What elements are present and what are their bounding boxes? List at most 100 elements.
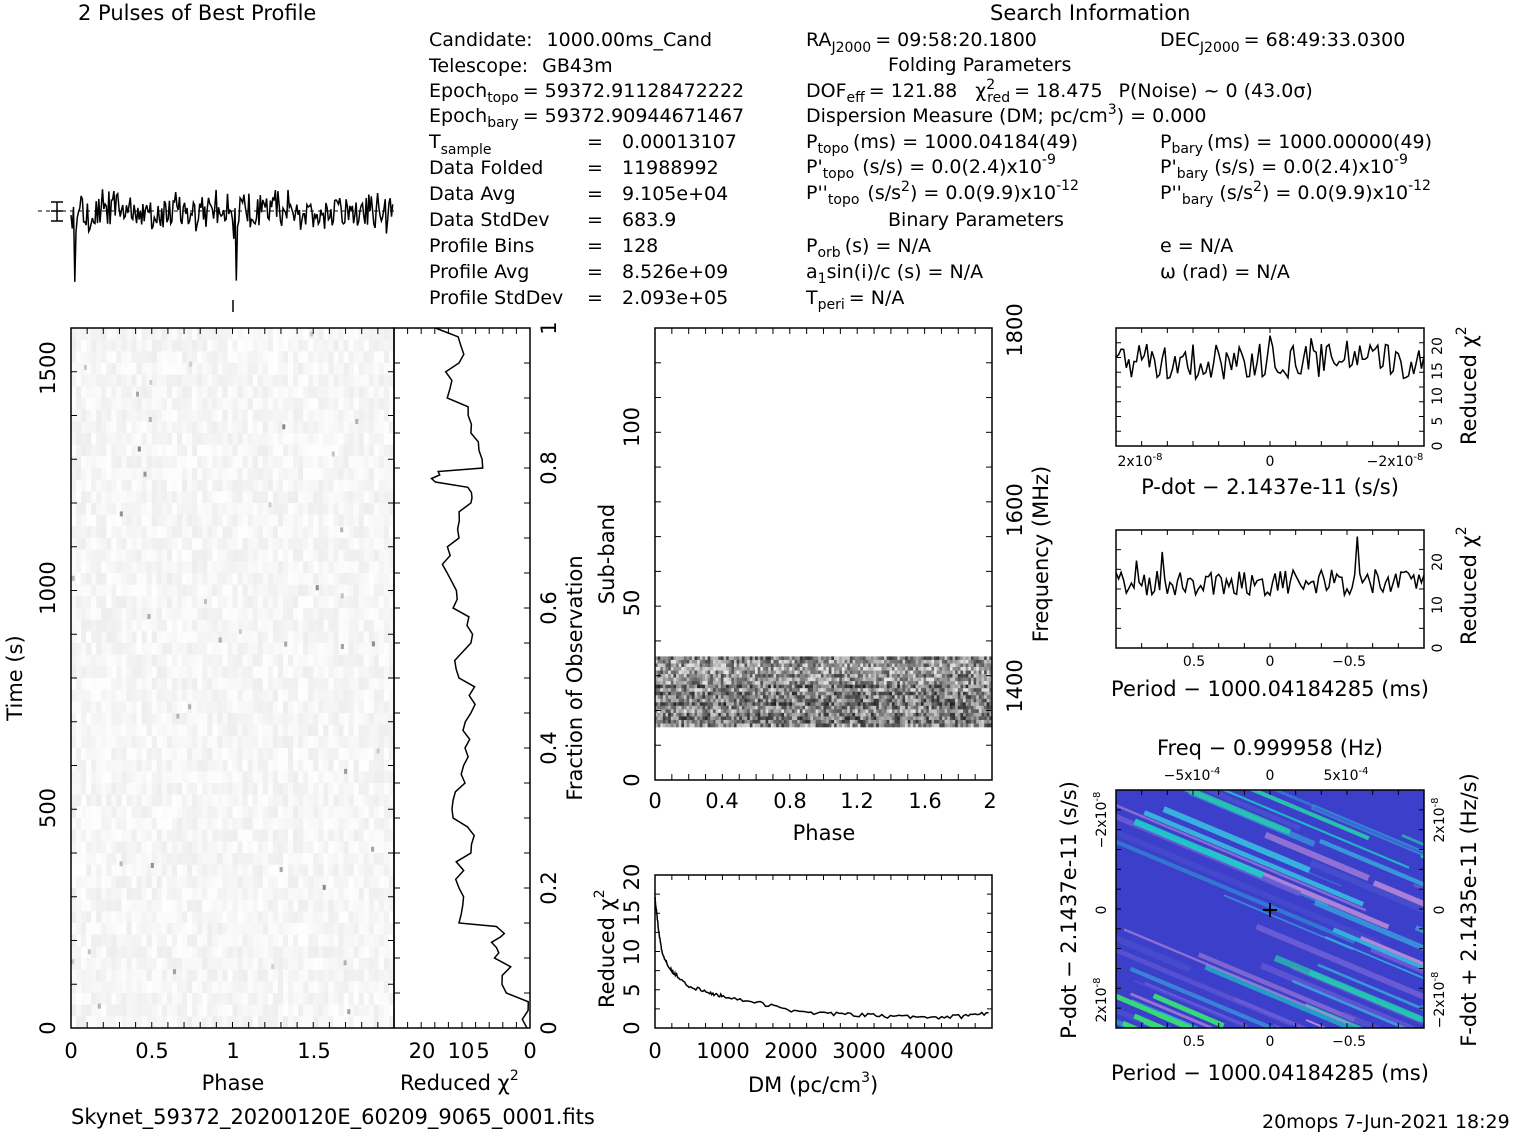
- time-phase-cell: [313, 981, 319, 994]
- time-phase-cell: [363, 771, 370, 784]
- time-phase-cell: [232, 759, 238, 772]
- time-phase-cell: [146, 794, 153, 807]
- time-phase-cell: [111, 993, 117, 1005]
- time-phase-cell: [277, 981, 284, 994]
- time-phase-spot: [282, 424, 286, 430]
- subband-cell: [805, 656, 808, 661]
- time-phase-cell: [313, 328, 319, 340]
- time-phase-cell: [293, 923, 299, 935]
- time-phase-cell: [257, 748, 264, 760]
- time-phase-cell: [106, 1004, 112, 1017]
- time-phase-cell: [303, 923, 309, 935]
- time-phase-cell: [298, 701, 304, 714]
- subband-cell: [868, 677, 872, 682]
- time-phase-cell: [182, 351, 188, 364]
- time-phase-cell: [318, 468, 324, 480]
- time-phase-cell: [277, 339, 284, 352]
- time-phase-cell: [348, 911, 354, 924]
- subband-cell: [681, 670, 685, 675]
- time-phase-cell: [373, 584, 380, 597]
- time-phase-cell: [373, 701, 380, 714]
- subband-cell: [728, 670, 732, 675]
- time-phase-cell: [313, 911, 319, 924]
- time-phase-cell: [343, 934, 349, 947]
- time-phase-cell: [71, 643, 77, 655]
- time-phase-cell: [166, 654, 173, 667]
- time-phase-cell: [298, 456, 304, 469]
- time-phase-cell: [202, 631, 208, 644]
- time-phase-cell: [303, 993, 309, 1005]
- time-phase-cell: [91, 654, 97, 667]
- subband-cell: [784, 659, 787, 664]
- time-phase-cell: [207, 1016, 213, 1029]
- time-phase-cell: [343, 689, 349, 702]
- time-phase-cell: [192, 444, 198, 457]
- time-phase-cell: [146, 818, 153, 830]
- time-phase-cell: [91, 981, 97, 994]
- subband-cell: [828, 677, 832, 682]
- time-phase-cell: [298, 1016, 304, 1029]
- time-phase-cell: [348, 514, 354, 527]
- subband-cell: [860, 656, 864, 661]
- subband-cell: [655, 663, 658, 668]
- time-phase-cell: [91, 351, 97, 364]
- time-phase-spot: [340, 527, 344, 533]
- time-phase-cell: [197, 771, 203, 784]
- time-phase-cell: [111, 363, 117, 375]
- time-phase-cell: [358, 806, 365, 819]
- time-phase-cell: [353, 969, 359, 982]
- time-phase-cell: [76, 1016, 82, 1029]
- time-phase-cell: [187, 934, 193, 947]
- time-phase-cell: [96, 934, 102, 947]
- time-phase-cell: [298, 689, 304, 702]
- subband-cell: [741, 670, 745, 675]
- time-phase-cell: [252, 736, 259, 749]
- time-phase-cell: [197, 748, 203, 760]
- time-phase-spot: [279, 867, 283, 872]
- time-phase-cell: [146, 643, 153, 655]
- time-phase-cell: [136, 538, 142, 550]
- time-phase-cell: [121, 631, 127, 644]
- subband-cell: [662, 659, 666, 664]
- time-phase-cell: [277, 876, 284, 889]
- time-phase-cell: [116, 468, 122, 480]
- time-phase-cell: [282, 479, 289, 492]
- time-phase-cell: [247, 853, 253, 865]
- time-phase-cell: [101, 923, 107, 935]
- time-phase-cell: [232, 538, 238, 550]
- time-phase-cell: [348, 759, 354, 772]
- time-phase-cell: [358, 549, 365, 562]
- time-phase-cell: [353, 748, 359, 760]
- subband-cell: [741, 674, 745, 678]
- time-phase-cell: [343, 911, 349, 924]
- time-phase-cell: [353, 736, 359, 749]
- subband-cell: [849, 663, 853, 668]
- time-phase-cell: [262, 701, 269, 714]
- time-phase-cell: [293, 969, 299, 982]
- time-phase-cell: [202, 853, 208, 865]
- time-phase-cell: [247, 363, 253, 375]
- time-phase-cell: [91, 713, 97, 725]
- time-phase-cell: [227, 701, 233, 714]
- subband-cell: [905, 667, 909, 671]
- time-phase-cell: [156, 398, 163, 410]
- time-phase-cell: [136, 1004, 142, 1017]
- time-phase-cell: [288, 421, 294, 434]
- time-phase-cell: [358, 993, 365, 1005]
- time-phase-cell: [91, 806, 97, 819]
- time-phase-spot: [143, 471, 147, 477]
- time-phase-cell: [343, 444, 349, 457]
- subband-cell: [973, 677, 977, 682]
- time-phase-cell: [318, 713, 324, 725]
- time-phase-cell: [161, 421, 168, 434]
- time-phase-cell: [318, 958, 324, 970]
- info-ptopo: Ptopo (ms) = 1000.04184(49): [806, 131, 1078, 157]
- time-phase-cell: [282, 584, 289, 597]
- subband-cell: [815, 670, 819, 675]
- subband-cell: [662, 663, 666, 668]
- time-phase-cell: [272, 783, 279, 795]
- time-phase-cell: [156, 888, 163, 900]
- time-phase-cell: [242, 584, 248, 597]
- time-phase-cell: [207, 864, 213, 877]
- time-phase-cell: [141, 888, 148, 900]
